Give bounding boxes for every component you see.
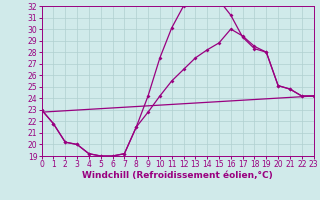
X-axis label: Windchill (Refroidissement éolien,°C): Windchill (Refroidissement éolien,°C) (82, 171, 273, 180)
